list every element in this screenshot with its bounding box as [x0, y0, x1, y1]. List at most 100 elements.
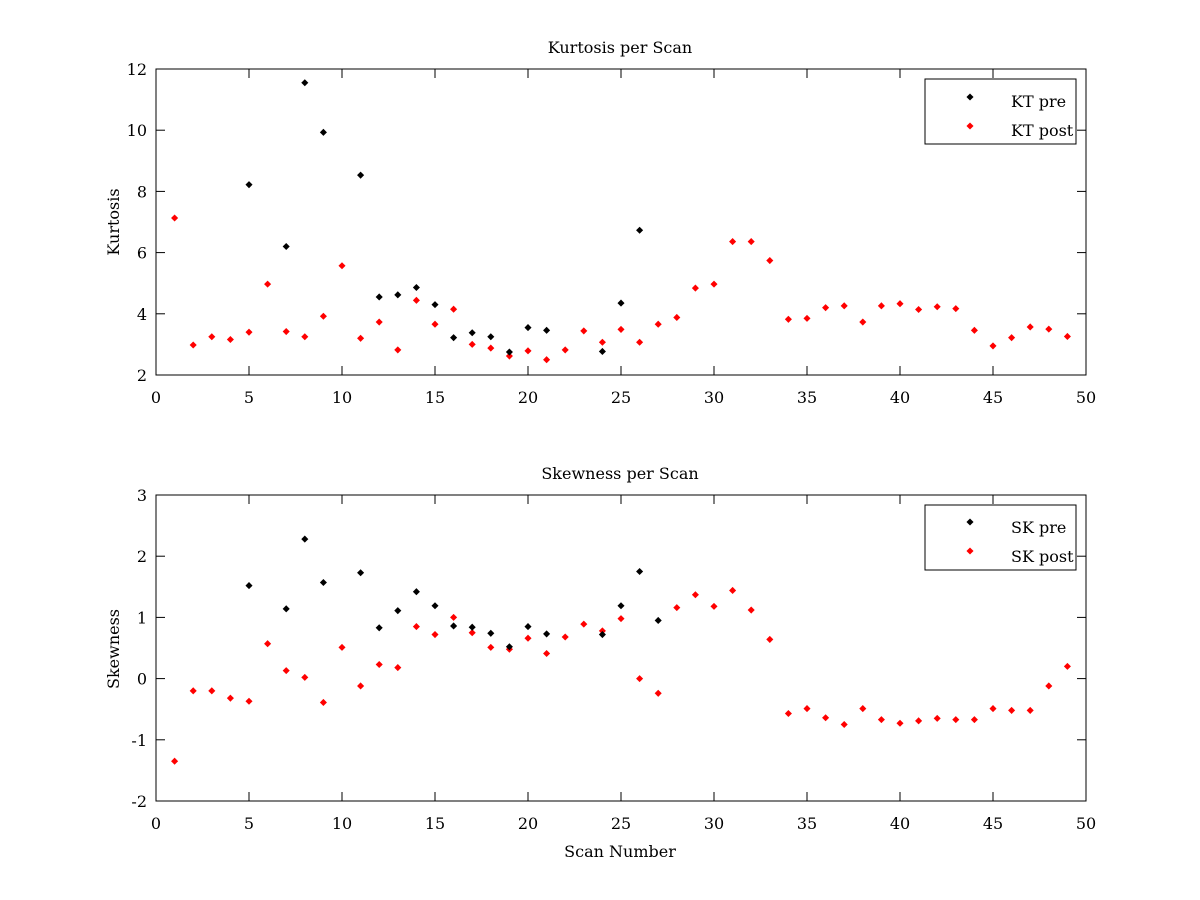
- y-axis-label: Kurtosis: [104, 188, 123, 255]
- data-point: [654, 616, 662, 624]
- x-tick-label: 20: [518, 814, 538, 833]
- data-point: [617, 299, 625, 307]
- y-tick-label: 3: [137, 486, 147, 505]
- skewness-panel: Skewness per Scan Skewness Scan Number 0…: [104, 464, 1096, 861]
- data-point: [282, 605, 290, 613]
- data-point: [412, 588, 420, 596]
- x-tick-label: 40: [890, 814, 910, 833]
- x-axis-label: Scan Number: [564, 842, 676, 861]
- data-point: [431, 320, 439, 328]
- data-point: [319, 128, 327, 136]
- data-point: [468, 623, 476, 631]
- data-point: [450, 613, 458, 621]
- data-point: [245, 582, 253, 590]
- data-point: [301, 79, 309, 87]
- data-point: [803, 314, 811, 322]
- data-point: [617, 602, 625, 610]
- data-points: [171, 535, 1071, 765]
- data-point: [896, 300, 904, 308]
- data-point: [989, 342, 997, 350]
- data-point: [691, 591, 699, 599]
- data-point: [450, 334, 458, 342]
- data-point: [282, 242, 290, 251]
- y-tick-label: 6: [137, 244, 147, 263]
- data-point: [673, 313, 681, 322]
- data-point: [431, 602, 439, 610]
- chart-title: Kurtosis per Scan: [548, 38, 692, 57]
- x-tick-label: 15: [425, 814, 445, 833]
- axis-ticks: 0 5 10 15 20 25 30 35 40 45 50 -2 -1 0 1 2 3: [131, 486, 1096, 833]
- data-point: [431, 631, 439, 639]
- data-point: [636, 675, 644, 683]
- data-point: [952, 305, 960, 313]
- data-point: [226, 335, 234, 344]
- x-tick-label: 45: [983, 814, 1003, 833]
- data-point: [543, 326, 551, 334]
- data-point: [636, 338, 644, 346]
- data-point: [710, 280, 718, 288]
- data-point: [710, 602, 718, 610]
- data-point: [412, 283, 420, 292]
- data-point: [301, 333, 309, 341]
- data-point: [282, 667, 290, 675]
- y-tick-label: -2: [131, 792, 147, 811]
- data-point: [598, 338, 606, 346]
- data-point: [561, 633, 569, 641]
- x-tick-label: 5: [244, 814, 254, 833]
- data-point: [691, 284, 699, 292]
- kurtosis-panel: Kurtosis per Scan Kurtosis 0 5 10 15 20 25 30 3…: [104, 38, 1096, 407]
- x-tick-label: 5: [244, 388, 254, 407]
- legend-label-sk-pre: SK pre: [1011, 518, 1066, 537]
- x-tick-label: 40: [890, 388, 910, 407]
- data-point: [189, 687, 197, 695]
- data-point: [543, 356, 551, 364]
- y-tick-label: 8: [137, 182, 147, 201]
- data-point: [487, 333, 495, 341]
- y-axis-label: Skewness: [104, 609, 123, 689]
- axis-ticks: 0 5 10 15 20 25 30 35 40 45 50 2 4 6 8 10 12: [127, 60, 1097, 407]
- data-point: [375, 624, 383, 632]
- data-point: [896, 719, 904, 727]
- data-point: [524, 324, 532, 332]
- data-point: [747, 606, 755, 614]
- data-point: [487, 344, 495, 352]
- data-point: [375, 660, 383, 669]
- data-point: [580, 327, 588, 335]
- data-point: [450, 622, 458, 630]
- data-point: [877, 302, 885, 310]
- data-point: [543, 630, 551, 638]
- data-point: [505, 352, 513, 360]
- x-tick-label: 0: [151, 388, 161, 407]
- data-point: [468, 340, 476, 348]
- data-point: [1008, 706, 1016, 714]
- data-point: [654, 689, 662, 697]
- data-point: [915, 305, 923, 314]
- data-point: [412, 296, 420, 304]
- x-tick-label: 50: [1076, 388, 1096, 407]
- legend-marker-kt-post: [966, 122, 974, 130]
- data-point: [524, 347, 532, 355]
- x-tick-label: 45: [983, 388, 1003, 407]
- data-point: [338, 262, 346, 270]
- data-point: [598, 627, 606, 635]
- data-point: [784, 709, 792, 718]
- data-point: [171, 757, 179, 765]
- data-point: [245, 328, 253, 336]
- data-point: [171, 214, 179, 222]
- data-point: [394, 291, 402, 299]
- data-point: [822, 714, 830, 722]
- data-point: [952, 716, 960, 724]
- y-tick-label: 4: [137, 305, 147, 324]
- data-point: [208, 333, 216, 341]
- data-point: [673, 604, 681, 612]
- data-point: [468, 629, 476, 637]
- data-point: [301, 535, 309, 543]
- data-point: [989, 705, 997, 713]
- x-tick-label: 0: [151, 814, 161, 833]
- data-point: [617, 325, 625, 333]
- x-tick-label: 15: [425, 388, 445, 407]
- data-point: [729, 586, 737, 595]
- y-tick-label: 10: [127, 121, 147, 140]
- legend-marker-sk-pre: [966, 518, 974, 526]
